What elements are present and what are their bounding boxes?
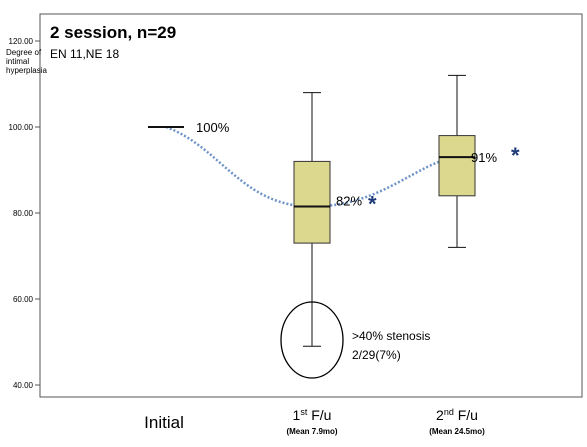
y-tick-label: 60.00 <box>13 295 34 304</box>
x-label-initial: Initial <box>144 413 184 432</box>
x-category-labels: Initial 1st F/u (Mean 7.9mo) 2nd F/u (Mean 2… <box>144 407 485 436</box>
y-tick-label: 80.00 <box>13 209 34 218</box>
boxes <box>148 74 476 347</box>
x-note-2nd-fu: (Mean 24.5mo) <box>429 427 485 436</box>
y-tick-label: 120.00 <box>9 37 34 46</box>
x-note-1st-fu: (Mean 7.9mo) <box>286 427 337 436</box>
box-2nd-fu <box>438 135 476 197</box>
significance-mark-1st-fu: * <box>368 192 377 217</box>
box-1st-fu <box>293 160 331 244</box>
y-axis-label-line-2: intimal <box>6 57 29 66</box>
median-label-initial: 100% <box>196 120 230 135</box>
median-label-1st-fu: 82% <box>336 194 362 209</box>
y-axis-label-line-3: hyperplasia <box>6 66 47 75</box>
chart-title: 2 session, n=29 <box>50 23 176 42</box>
x-label-2nd-fu: 2nd F/u <box>436 407 478 423</box>
y-ticks: 40.00 60.00 80.00 100.00 120.00 <box>9 37 40 390</box>
y-axis-label-line-1: Degree of <box>6 48 42 57</box>
outlier-ellipse <box>280 301 344 379</box>
y-tick-label: 100.00 <box>9 123 34 132</box>
significance-mark-2nd-fu: * <box>511 143 520 168</box>
outlier-annotation-line-1: >40% stenosis <box>352 329 430 343</box>
x-label-1st-fu: 1st F/u <box>293 407 332 423</box>
chart-subtitle: EN 11,NE 18 <box>50 47 119 61</box>
y-tick-label: 40.00 <box>13 381 34 390</box>
outlier-annotation-line-2: 2/29(7%) <box>352 348 401 362</box>
median-label-2nd-fu: 91% <box>471 150 497 165</box>
